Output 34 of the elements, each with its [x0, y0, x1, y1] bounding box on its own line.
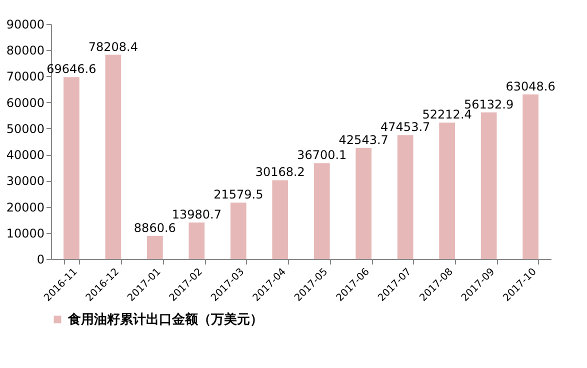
- bar: [272, 180, 288, 259]
- bar: [230, 202, 246, 259]
- data-label: 42543.7: [338, 132, 388, 147]
- bar: [480, 112, 497, 259]
- y-tick-label: 50000: [6, 122, 44, 136]
- bar: [188, 222, 205, 259]
- bar: [439, 122, 456, 259]
- y-tick-label: 10000: [6, 226, 44, 240]
- data-label: 47453.7: [380, 120, 430, 134]
- bar: [314, 163, 330, 259]
- data-label: 63048.6: [506, 79, 556, 94]
- legend-label: 食用油籽累计出口金额（万美元）: [67, 312, 263, 328]
- data-label: 13980.7: [172, 207, 222, 222]
- bar: [356, 148, 372, 259]
- data-label: 69646.6: [46, 62, 96, 76]
- y-tick-label: 20000: [6, 200, 44, 214]
- bar: [522, 94, 538, 259]
- y-tick-label: 90000: [6, 18, 44, 32]
- bar: [64, 77, 80, 259]
- data-label: 30168.2: [255, 165, 305, 180]
- y-tick-label: 80000: [6, 44, 44, 58]
- data-label: 8860.6: [134, 220, 176, 235]
- y-tick-label: 70000: [6, 70, 44, 84]
- bar: [146, 236, 163, 259]
- y-tick-label: 60000: [6, 96, 44, 110]
- bar: [397, 135, 414, 259]
- data-label: 21579.5: [214, 188, 264, 202]
- y-tick-label: 40000: [6, 148, 44, 162]
- y-tick-label: 0: [36, 252, 44, 266]
- data-label: 52212.4: [422, 108, 472, 122]
- data-label: 36700.1: [297, 148, 347, 162]
- bar: [105, 54, 122, 259]
- data-label: 78208.4: [88, 40, 138, 54]
- y-tick-label: 30000: [6, 174, 44, 188]
